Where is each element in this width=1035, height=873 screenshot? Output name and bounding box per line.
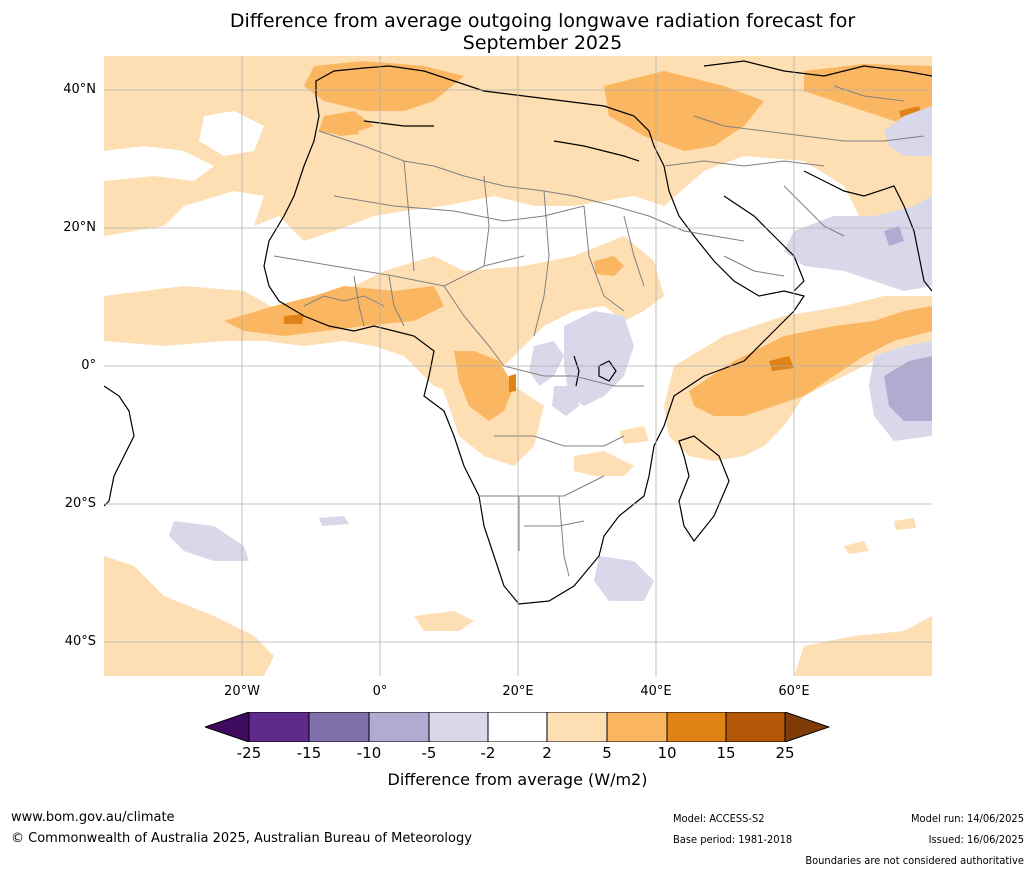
map-title: Difference from average outgoing longwav… [0, 10, 1035, 54]
colorbar-segment-1 [248, 712, 310, 742]
colorbar [205, 712, 830, 742]
title-line-2: September 2025 [462, 32, 623, 54]
colorbar-tick-3: -10 [356, 744, 382, 762]
lat-label-equator: 0° [81, 358, 96, 373]
footer-model: Model: ACCESS-S2 [673, 812, 765, 825]
colorbar-tick-2: -15 [296, 744, 322, 762]
lat-label-40n: 40°N [63, 82, 96, 97]
coastline [104, 60, 932, 605]
colorbar-segment-5 [487, 712, 548, 742]
country-borders [273, 85, 925, 577]
colorbar-segment-2 [308, 712, 370, 742]
colorbar-min-extension [205, 712, 250, 742]
colorbar-segment-9 [725, 712, 786, 742]
footer-issued: Issued: 16/06/2025 [928, 833, 1024, 846]
colorbar-tick-5: -2 [480, 744, 496, 762]
footer-disclaimer: Boundaries are not considered authoritat… [805, 854, 1024, 867]
colorbar-tick-6: 2 [542, 744, 552, 762]
colorbar-tick-10: 25 [775, 744, 795, 762]
footer-copyright: © Commonwealth of Australia 2025, Austra… [11, 831, 472, 846]
colorbar-tick-9: 15 [716, 744, 736, 762]
anomaly-medium-purple [884, 226, 932, 421]
lon-label-20e: 20°E [502, 684, 534, 699]
map-canvas [104, 56, 932, 676]
footer-model-run: Model run: 14/06/2025 [911, 812, 1024, 825]
anomaly-map [104, 56, 932, 676]
colorbar-tick-4: -5 [421, 744, 437, 762]
colorbar-tick-1: -25 [236, 744, 262, 762]
colorbar-tick-8: 10 [657, 744, 677, 762]
colorbar-label: Difference from average (W/m2) [387, 770, 648, 789]
colorbar-max-extension [784, 712, 830, 742]
lon-label-60e: 60°E [778, 684, 810, 699]
anomaly-medium-orange [224, 61, 932, 421]
lon-label-0: 0° [372, 684, 388, 699]
lon-label-40e: 40°E [640, 684, 672, 699]
footer-base-period: Base period: 1981-2018 [673, 833, 793, 846]
graticule [104, 56, 932, 676]
colorbar-segment-6 [546, 712, 608, 742]
title-line-1: Difference from average outgoing longwav… [229, 10, 856, 32]
colorbar-segment-8 [666, 712, 727, 742]
footer-website: www.bom.gov.au/climate [11, 810, 175, 825]
lat-label-20n: 20°N [63, 220, 96, 235]
colorbar-segment-4 [428, 712, 489, 742]
lat-label-40s: 40°S [64, 634, 96, 649]
lon-label-20w: 20°W [224, 684, 260, 699]
colorbar-tick-7: 5 [602, 744, 612, 762]
colorbar-segment-7 [606, 712, 668, 742]
colorbar-segment-3 [368, 712, 430, 742]
lat-label-20s: 20°S [64, 496, 96, 511]
